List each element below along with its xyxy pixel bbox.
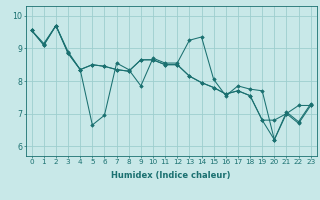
X-axis label: Humidex (Indice chaleur): Humidex (Indice chaleur) (111, 171, 231, 180)
